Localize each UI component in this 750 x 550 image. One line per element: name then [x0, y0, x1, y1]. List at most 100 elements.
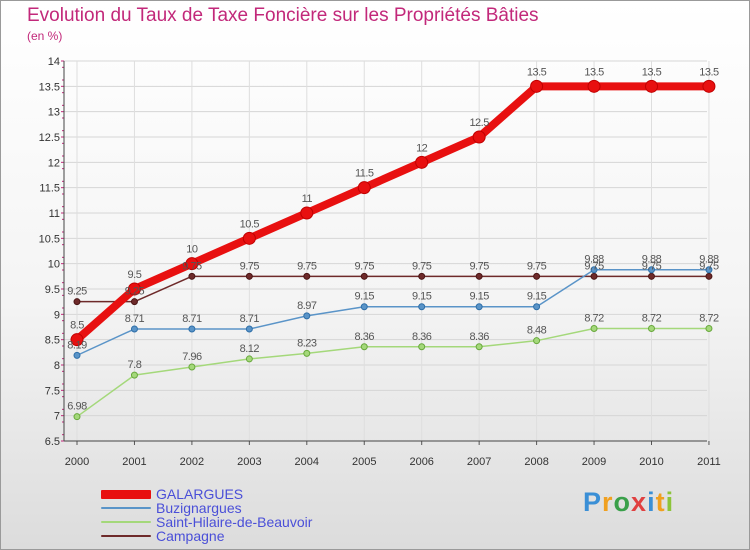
- logo-letter: i: [647, 487, 656, 517]
- legend-swatch-buzignargues: [101, 507, 151, 509]
- series-line-buzignargues: [76, 268, 709, 357]
- data-point-campagne: [475, 272, 483, 280]
- data-label-campagne: 9.75: [527, 260, 547, 272]
- data-label-campagne: 9.75: [297, 260, 317, 272]
- data-label-galargues: 13.5: [699, 66, 719, 78]
- data-label-campagne: 9.75: [642, 260, 662, 272]
- data-label-buzignargues: 9.88: [642, 254, 662, 266]
- y-tick-label: 6.5: [45, 436, 60, 448]
- data-point-buzignargues: [303, 312, 311, 320]
- y-tick-label: 14: [48, 56, 60, 68]
- data-point-galargues: [645, 79, 658, 93]
- series-line-saint-hilaire-de-beauvoir: [76, 327, 709, 418]
- legend-label-galargues: GALARGUES: [156, 486, 244, 502]
- data-label-campagne: 9.25: [67, 286, 87, 298]
- x-tick-label: 2010: [639, 456, 663, 468]
- x-tick-label: 2000: [65, 456, 89, 468]
- data-point-galargues: [415, 155, 429, 169]
- y-tick-label: 9: [54, 309, 60, 321]
- data-point-buzignargues: [245, 325, 253, 333]
- data-label-campagne: 9.75: [182, 260, 202, 272]
- y-tick-label: 7.5: [45, 385, 60, 397]
- x-tick-label: 2008: [524, 456, 548, 468]
- x-tick-label: 2002: [180, 456, 204, 468]
- legend-item-campagne: Campagne: [101, 528, 361, 544]
- data-label-buzignargues: 8.71: [240, 313, 260, 325]
- data-label-galargues: 8.5: [70, 320, 84, 332]
- data-label-campagne: 9.75: [469, 260, 489, 272]
- legend: GALARGUES Buzignargues Saint-Hilaire-de-…: [101, 486, 361, 544]
- logo-letter: P: [583, 487, 603, 517]
- legend-label-campagne: Campagne: [156, 528, 225, 544]
- data-label-galargues: 12: [416, 142, 428, 154]
- data-point-campagne: [590, 272, 598, 280]
- data-point-campagne: [360, 272, 368, 280]
- logo-letter: o: [613, 487, 632, 517]
- logo-letter: t: [655, 487, 666, 517]
- data-point-buzignargues: [648, 266, 655, 274]
- data-point-galargues: [127, 282, 141, 296]
- data-label-saint-hilaire-de-beauvoir: 8.12: [240, 343, 260, 355]
- data-point-galargues: [357, 181, 371, 195]
- y-tick-label: 8.5: [45, 335, 60, 347]
- data-label-campagne: 9.75: [355, 260, 375, 272]
- data-point-buzignargues: [418, 303, 426, 311]
- data-label-campagne: 9.75: [699, 260, 719, 272]
- data-point-galargues: [530, 79, 544, 93]
- data-point-campagne: [705, 272, 713, 280]
- y-tick-label: 12: [48, 157, 60, 169]
- x-tick-label: 2003: [237, 456, 261, 468]
- data-point-campagne: [130, 298, 138, 306]
- legend-item-buzignargues: Buzignargues: [101, 500, 361, 516]
- data-label-saint-hilaire-de-beauvoir: 8.72: [699, 313, 719, 325]
- y-tick-label: 9.5: [45, 284, 60, 296]
- data-label-campagne: 9.75: [412, 260, 432, 272]
- data-point-campagne: [533, 272, 541, 280]
- data-point-galargues: [70, 333, 84, 347]
- data-label-galargues: 12.5: [469, 117, 489, 129]
- data-label-saint-hilaire-de-beauvoir: 8.23: [297, 337, 317, 349]
- data-label-buzignargues: 8.19: [67, 339, 87, 351]
- y-tick-label: 12.5: [39, 132, 60, 144]
- y-tick-label: 11.5: [39, 183, 60, 195]
- data-label-saint-hilaire-de-beauvoir: 8.36: [355, 331, 375, 343]
- legend-label-saint-hilaire: Saint-Hilaire-de-Beauvoir: [156, 514, 313, 530]
- data-label-buzignargues: 8.97: [297, 300, 317, 312]
- y-tick-label: 10: [48, 259, 60, 271]
- data-point-buzignargues: [475, 303, 483, 311]
- data-point-campagne: [303, 272, 311, 280]
- series-line-galargues: [74, 82, 709, 343]
- data-label-campagne: 9.75: [584, 260, 604, 272]
- x-tick-label: 2001: [122, 456, 146, 468]
- x-tick-label: 2011: [697, 456, 721, 468]
- data-point-buzignargues: [73, 351, 81, 359]
- data-label-buzignargues: 8.71: [182, 313, 202, 325]
- data-point-buzignargues: [360, 303, 368, 311]
- legend-swatch-galargues: [101, 490, 151, 499]
- unit-label: (en %): [27, 29, 63, 43]
- data-point-buzignargues: [590, 266, 598, 274]
- data-point-campagne: [648, 272, 655, 280]
- data-point-saint-hilaire-de-beauvoir: [533, 337, 541, 345]
- y-tick-label: 8: [54, 360, 60, 372]
- logo-letter: r: [602, 487, 614, 517]
- data-point-campagne: [73, 298, 81, 306]
- data-label-galargues: 11.5: [355, 168, 374, 180]
- data-label-galargues: 10.5: [240, 218, 260, 230]
- data-point-galargues: [702, 79, 716, 93]
- y-tick-label: 7: [54, 411, 60, 423]
- legend-item-saint-hilaire: Saint-Hilaire-de-Beauvoir: [101, 514, 361, 530]
- legend-swatch-saint-hilaire: [101, 521, 151, 523]
- data-label-galargues: 9.5: [128, 269, 142, 281]
- data-label-galargues: 11: [302, 193, 313, 205]
- data-point-buzignargues: [533, 303, 541, 311]
- series-layer: [70, 79, 716, 421]
- data-point-buzignargues: [188, 325, 196, 333]
- data-label-buzignargues: 9.15: [469, 291, 489, 303]
- data-label-campagne: 9.25: [125, 286, 145, 298]
- data-point-campagne: [188, 272, 196, 280]
- legend-item-galargues: GALARGUES: [101, 486, 361, 502]
- data-point-saint-hilaire-de-beauvoir: [705, 325, 713, 333]
